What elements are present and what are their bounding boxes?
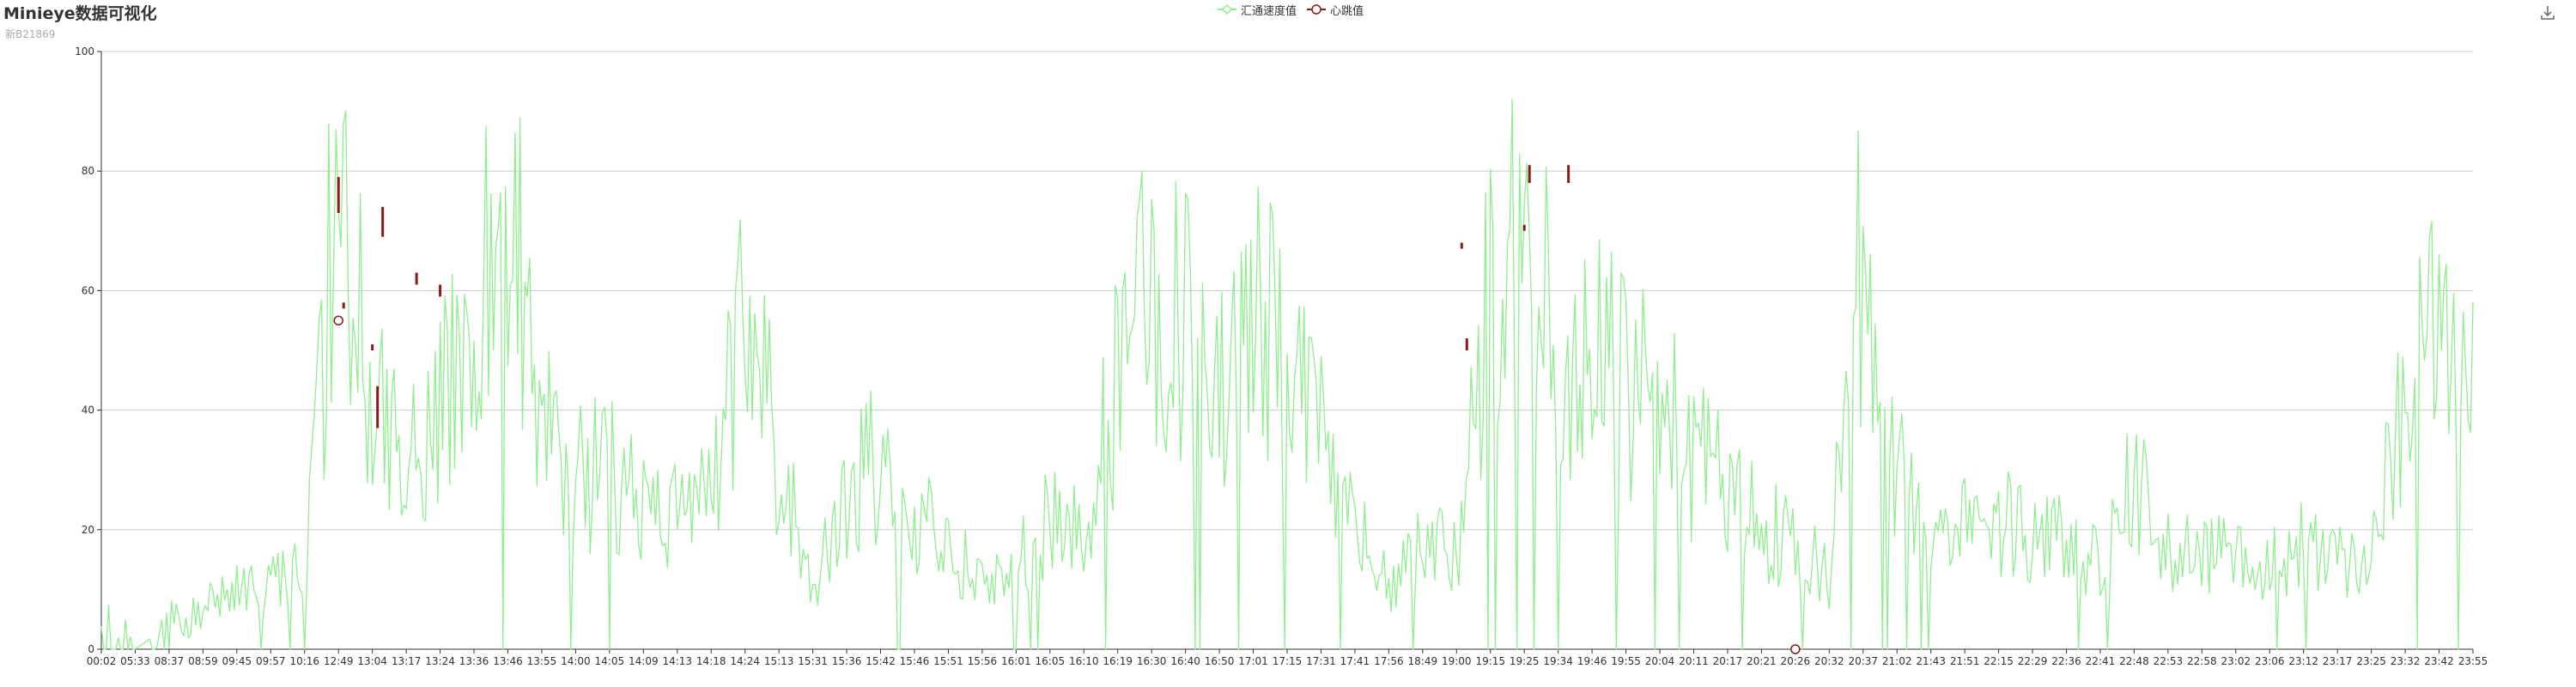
x-tick-label: 23:17 — [2323, 655, 2353, 667]
x-tick-label: 16:05 — [1036, 655, 1066, 667]
legend-item-heartbeat[interactable]: 心跳值 — [1307, 2, 1364, 18]
x-tick-label: 23:32 — [2391, 655, 2421, 667]
x-tick-label: 14:24 — [730, 655, 760, 667]
x-tick-label: 13:36 — [459, 655, 489, 667]
x-tick-label: 15:31 — [798, 655, 828, 667]
legend-label-speed: 汇通速度值 — [1241, 4, 1297, 18]
x-tick-label: 20:11 — [1679, 655, 1709, 667]
x-tick-label: 14:13 — [662, 655, 692, 667]
x-tick-label: 23:25 — [2356, 655, 2386, 667]
x-tick-label: 17:01 — [1238, 655, 1268, 667]
legend: 汇通速度值 心跳值 — [1218, 2, 1374, 18]
y-tick-label: 80 — [82, 165, 94, 177]
x-tick-label: 16:19 — [1103, 655, 1133, 667]
x-tick-label: 17:41 — [1340, 655, 1370, 667]
x-tick-label: 13:17 — [392, 655, 422, 667]
x-tick-label: 15:36 — [832, 655, 862, 667]
y-tick-label: 100 — [75, 46, 94, 58]
x-tick-label: 23:06 — [2255, 655, 2285, 667]
x-tick-label: 12:49 — [324, 655, 354, 667]
x-tick-label: 15:42 — [866, 655, 896, 667]
x-tick-label: 13:04 — [357, 655, 387, 667]
page-title: Minieye数据可视化 — [3, 4, 157, 23]
x-tick-label: 00:02 — [87, 655, 117, 667]
x-tick-label: 19:15 — [1475, 655, 1505, 667]
x-tick-label: 20:17 — [1713, 655, 1743, 667]
x-tick-label: 19:46 — [1577, 655, 1607, 667]
x-tick-label: 20:32 — [1814, 655, 1844, 667]
x-tick-label: 17:56 — [1374, 655, 1404, 667]
legend-item-speed[interactable]: 汇通速度值 — [1218, 2, 1297, 18]
x-tick-label: 16:01 — [1001, 655, 1031, 667]
x-tick-label: 20:04 — [1645, 655, 1675, 667]
circle-outline-icon — [1307, 4, 1327, 15]
x-tick-label: 19:00 — [1442, 655, 1472, 667]
y-tick-label: 0 — [88, 643, 94, 655]
download-icon[interactable] — [2538, 3, 2557, 22]
x-tick-label: 10:16 — [289, 655, 319, 667]
x-tick-label: 22:29 — [2018, 655, 2048, 667]
x-tick-label: 15:51 — [933, 655, 963, 667]
legend-label-heartbeat: 心跳值 — [1330, 4, 1364, 18]
x-tick-label: 21:02 — [1882, 655, 1912, 667]
x-tick-label: 16:50 — [1205, 655, 1235, 667]
x-tick-label: 20:26 — [1781, 655, 1811, 667]
x-tick-label: 05:33 — [120, 655, 150, 667]
x-tick-label: 08:59 — [188, 655, 218, 667]
heartbeat-marker — [1790, 644, 1801, 654]
x-tick-label: 14:05 — [595, 655, 625, 667]
y-tick-label: 60 — [82, 284, 94, 296]
x-tick-label: 14:09 — [629, 655, 659, 667]
x-tick-label: 16:10 — [1069, 655, 1099, 667]
x-tick-label: 22:36 — [2051, 655, 2081, 667]
diamond-outline-icon — [1218, 3, 1236, 15]
x-tick-label: 13:46 — [493, 655, 523, 667]
x-tick-label: 17:15 — [1273, 655, 1303, 667]
x-tick-label: 16:30 — [1137, 655, 1167, 667]
x-tick-label: 20:21 — [1747, 655, 1777, 667]
x-tick-label: 14:00 — [561, 655, 591, 667]
x-tick-label: 19:55 — [1611, 655, 1641, 667]
x-tick-label: 14:18 — [696, 655, 726, 667]
x-tick-label: 09:57 — [256, 655, 286, 667]
y-tick-label: 40 — [82, 404, 94, 416]
x-tick-label: 13:24 — [425, 655, 455, 667]
x-tick-label: 23:12 — [2288, 655, 2318, 667]
x-tick-label: 13:55 — [527, 655, 557, 667]
x-tick-label: 09:45 — [222, 655, 252, 667]
page-subtitle: 新B21869 — [5, 28, 56, 40]
y-tick-label: 20 — [82, 524, 94, 536]
x-tick-label: 17:31 — [1306, 655, 1336, 667]
x-tick-label: 22:41 — [2086, 655, 2116, 667]
x-tick-label: 22:53 — [2154, 655, 2184, 667]
x-tick-label: 19:34 — [1543, 655, 1573, 667]
speed-series-line — [100, 99, 2474, 650]
heartbeat-marker — [333, 315, 343, 325]
x-tick-label: 15:56 — [968, 655, 998, 667]
x-tick-label: 15:46 — [900, 655, 930, 667]
x-tick-label: 19:25 — [1510, 655, 1540, 667]
x-tick-label: 23:55 — [2458, 655, 2488, 667]
x-tick-label: 08:37 — [155, 655, 185, 667]
x-tick-label: 18:49 — [1408, 655, 1438, 667]
x-tick-label: 16:40 — [1170, 655, 1200, 667]
x-tick-label: 21:51 — [1950, 655, 1980, 667]
x-tick-label: 22:48 — [2119, 655, 2149, 667]
x-tick-label: 22:58 — [2187, 655, 2217, 667]
x-tick-label: 22:15 — [1984, 655, 2014, 667]
x-tick-label: 23:42 — [2424, 655, 2454, 667]
x-tick-label: 20:37 — [1848, 655, 1878, 667]
x-tick-label: 21:43 — [1916, 655, 1946, 667]
x-tick-label: 23:02 — [2221, 655, 2251, 667]
x-tick-label: 15:13 — [764, 655, 794, 667]
